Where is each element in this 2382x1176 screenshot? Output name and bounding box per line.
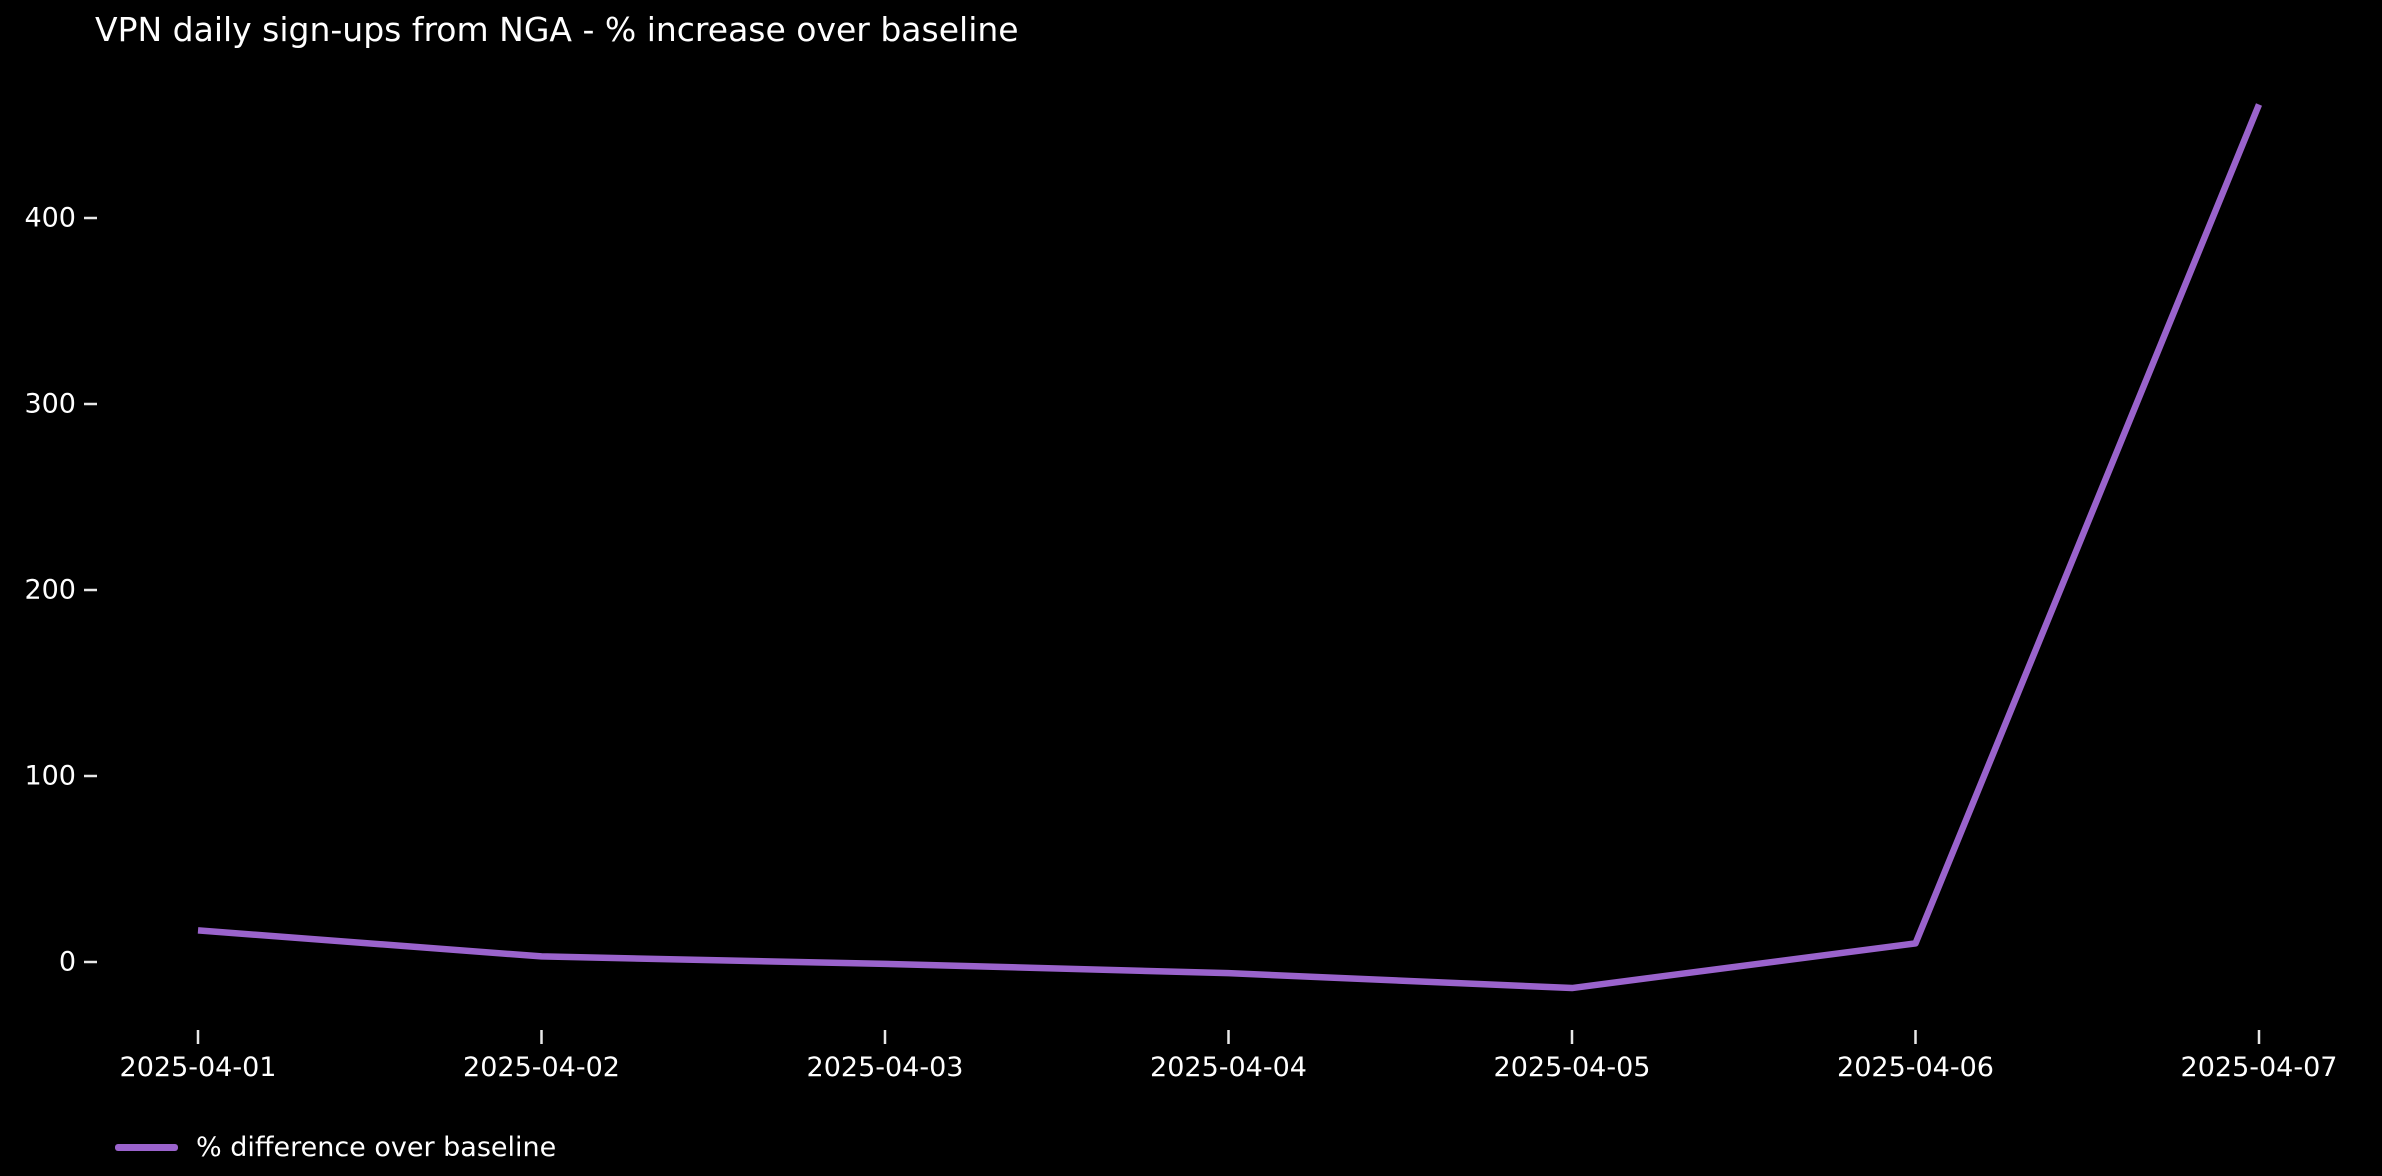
y-tick-label: 200 [24,575,76,606]
x-tick-label: 2025-04-03 [807,1052,964,1083]
x-tick-label: 2025-04-04 [1150,1052,1307,1083]
y-tick-label: 300 [24,389,76,420]
series-line [197,103,2263,992]
y-tick-label: 0 [59,947,76,978]
legend-line-swatch [115,1143,178,1151]
x-tick-label: 2025-04-01 [120,1052,277,1083]
chart-title: VPN daily sign-ups from NGA - % increase… [95,10,1019,49]
x-tick-label: 2025-04-02 [463,1052,620,1083]
x-tick-label: 2025-04-06 [1837,1052,1994,1083]
legend-label: % difference over baseline [196,1131,557,1163]
y-tick-label: 400 [24,203,76,234]
y-tick-label: 100 [24,761,76,792]
x-tick-label: 2025-04-07 [2181,1052,2338,1083]
legend: % difference over baseline [115,1128,556,1166]
x-tick-label: 2025-04-05 [1494,1052,1651,1083]
